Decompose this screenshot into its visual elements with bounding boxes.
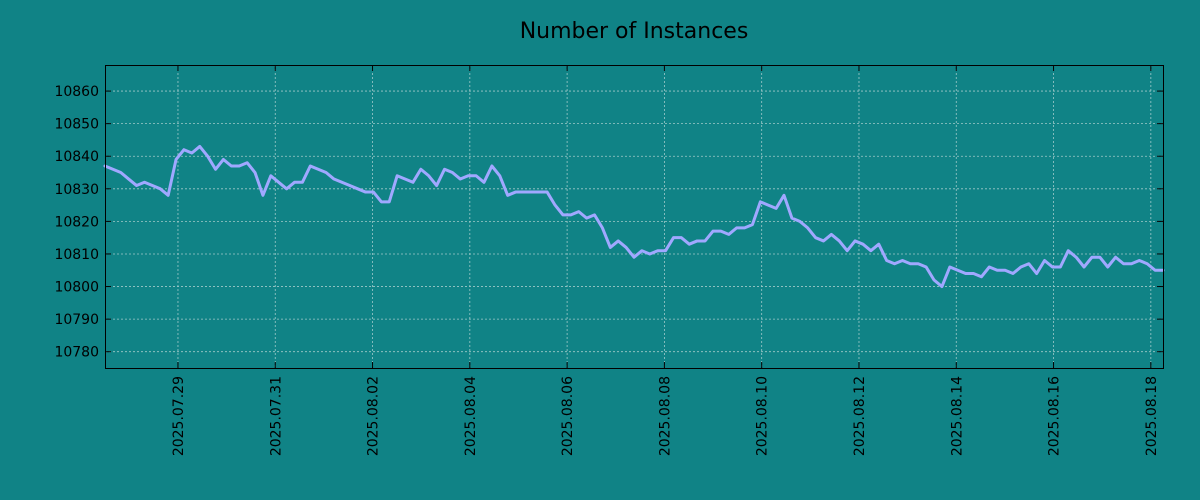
x-tick-label: 2025.08.18 — [1144, 376, 1160, 456]
x-tick-label: 2025.08.12 — [852, 376, 868, 456]
y-tick-label: 10800 — [54, 280, 99, 296]
y-tick-label: 10840 — [54, 149, 99, 165]
y-tick-label: 10780 — [54, 345, 99, 361]
y-tick-label: 10830 — [54, 182, 99, 198]
grid-layer — [105, 65, 1163, 368]
y-tick-label: 10850 — [54, 117, 99, 133]
x-tick-label: 2025.08.06 — [560, 376, 576, 456]
x-tick-label: 2025.08.02 — [366, 376, 382, 456]
series-layer — [103, 144, 1165, 289]
x-tick-label: 2025.07.31 — [268, 376, 284, 456]
series-line — [103, 144, 1165, 289]
y-tick-label: 10860 — [54, 84, 99, 100]
chart-title: Number of Instances — [520, 19, 749, 44]
y-tick-label: 10820 — [54, 214, 99, 230]
plot-frame — [105, 65, 1164, 369]
x-tick-label: 2025.08.08 — [657, 376, 673, 456]
tick-layer: 10780 10790 10800 10810 10820 10830 10840 10850… — [54, 65, 1163, 456]
x-tick-label: 2025.08.04 — [463, 376, 479, 456]
x-tick-label: 2025.08.16 — [1047, 376, 1063, 456]
x-tick-label: 2025.08.14 — [949, 376, 965, 456]
y-tick-label: 10810 — [54, 247, 99, 263]
x-tick-label: 2025.07.29 — [171, 376, 187, 456]
x-tick-label: 2025.08.10 — [755, 376, 771, 456]
y-tick-label: 10790 — [54, 312, 99, 328]
